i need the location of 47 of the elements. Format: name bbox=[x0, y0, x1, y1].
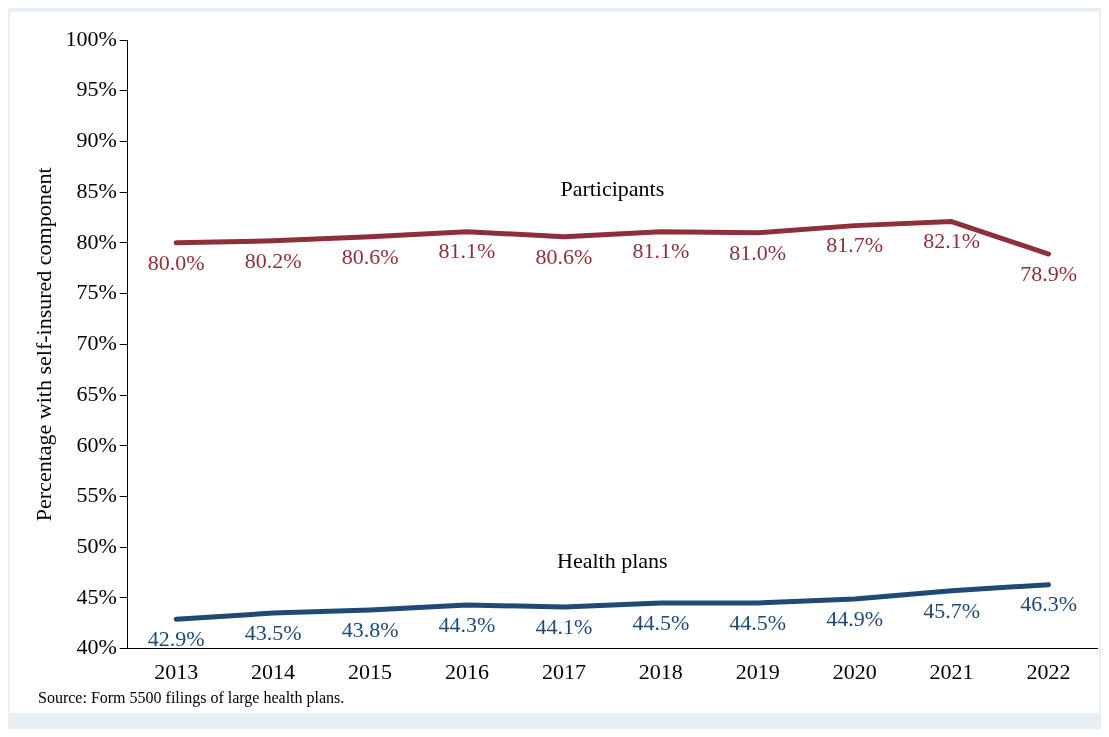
data-label: 45.7% bbox=[923, 597, 981, 623]
data-label: 78.9% bbox=[1020, 260, 1077, 286]
x-tick-label: 2022 bbox=[1026, 658, 1071, 684]
y-tick-label: 40% bbox=[76, 634, 117, 660]
y-tick-label: 50% bbox=[76, 532, 117, 558]
x-tick-label: 2014 bbox=[251, 658, 296, 684]
y-tick-label: 55% bbox=[76, 482, 117, 508]
data-label: 44.3% bbox=[438, 611, 496, 637]
data-label: 42.9% bbox=[147, 625, 205, 651]
y-axis-title: Percentage with self-insured component bbox=[30, 167, 56, 522]
data-label: 44.5% bbox=[729, 609, 787, 635]
y-tick-label: 75% bbox=[76, 279, 117, 305]
y-tick-label: 65% bbox=[76, 380, 117, 406]
x-tick-label: 2020 bbox=[832, 658, 877, 684]
series-label: Health plans bbox=[557, 547, 668, 573]
y-tick-label: 60% bbox=[76, 431, 117, 457]
x-tick-label: 2018 bbox=[638, 658, 683, 684]
y-tick-label: 45% bbox=[76, 583, 117, 609]
x-tick-label: 2019 bbox=[735, 658, 780, 684]
x-tick-label: 2015 bbox=[348, 658, 393, 684]
y-tick-label: 70% bbox=[76, 330, 117, 356]
data-label: 43.8% bbox=[341, 616, 399, 642]
x-tick-label: 2017 bbox=[541, 658, 586, 684]
y-tick-label: 100% bbox=[65, 25, 117, 51]
y-tick-label: 85% bbox=[76, 177, 117, 203]
data-label: 80.0% bbox=[147, 249, 205, 275]
data-label: 80.2% bbox=[244, 247, 302, 273]
x-tick-label: 2021 bbox=[929, 658, 974, 684]
data-label: 43.5% bbox=[244, 619, 302, 645]
y-tick-label: 80% bbox=[76, 228, 117, 254]
data-label: 46.3% bbox=[1020, 591, 1077, 617]
x-tick-label: 2013 bbox=[154, 658, 199, 684]
data-label: 82.1% bbox=[923, 228, 981, 254]
data-label: 80.6% bbox=[341, 243, 399, 269]
data-label: 44.9% bbox=[826, 605, 884, 631]
y-tick-label: 95% bbox=[76, 76, 117, 102]
data-label: 44.1% bbox=[535, 613, 593, 639]
data-label: 81.1% bbox=[438, 238, 496, 264]
data-label: 81.1% bbox=[632, 238, 690, 264]
series-label: Participants bbox=[560, 176, 665, 202]
source-note: Source: Form 5500 filings of large health plans. bbox=[38, 689, 345, 707]
data-label: 44.5% bbox=[632, 609, 690, 635]
data-label: 81.0% bbox=[729, 239, 787, 265]
data-label: 81.7% bbox=[826, 232, 884, 258]
data-label: 80.6% bbox=[535, 243, 593, 269]
y-tick-label: 90% bbox=[76, 127, 117, 153]
x-tick-label: 2016 bbox=[444, 658, 489, 684]
